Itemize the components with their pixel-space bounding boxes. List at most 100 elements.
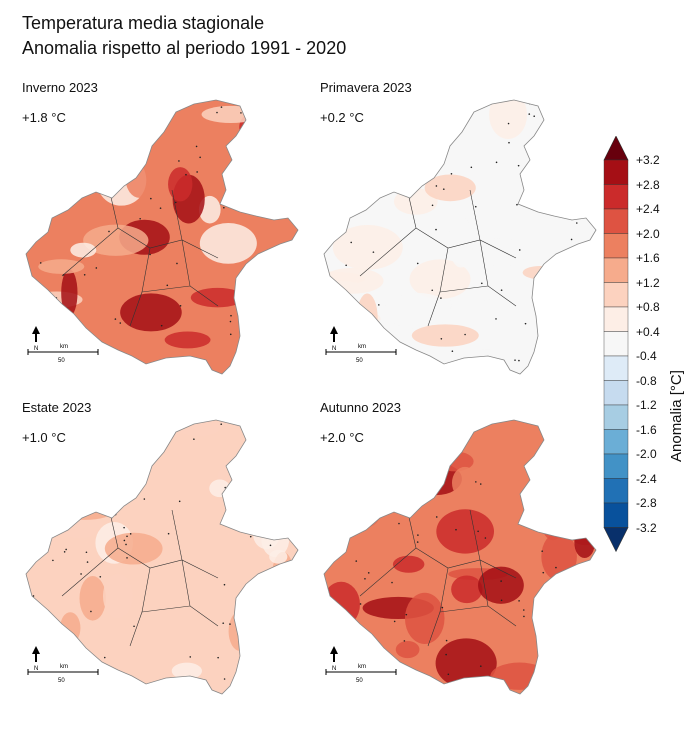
station-point	[223, 678, 226, 680]
anomaly-contour	[90, 475, 117, 507]
station-point	[63, 551, 66, 553]
station-point	[572, 142, 575, 145]
station-point	[549, 650, 552, 652]
station-point	[387, 455, 390, 457]
station-point	[293, 319, 295, 322]
station-point	[531, 679, 534, 682]
station-point	[166, 284, 169, 287]
station-point	[479, 665, 482, 667]
anomaly-contour	[176, 420, 221, 437]
anomaly-contour	[435, 638, 497, 689]
colorbar-tick-label: +0.4	[636, 324, 660, 339]
station-point	[524, 322, 527, 325]
scale-unit: km	[358, 344, 366, 350]
station-point	[486, 103, 489, 105]
station-point	[500, 289, 503, 291]
station-point	[523, 615, 525, 618]
station-point	[222, 622, 225, 624]
station-point	[125, 543, 127, 546]
station-point	[347, 168, 349, 171]
station-point	[431, 289, 434, 292]
anomaly-contour	[79, 576, 106, 621]
anomaly-contour	[332, 225, 403, 270]
anomaly-contour	[324, 267, 384, 294]
station-point	[369, 636, 371, 639]
province-border	[415, 547, 517, 579]
station-point	[352, 458, 355, 461]
anomaly-contour	[411, 324, 479, 347]
station-point	[72, 126, 74, 129]
scale-unit: km	[358, 664, 366, 670]
station-point	[528, 113, 531, 115]
colorbar-tick-label: +3.2	[636, 153, 660, 167]
scale-bar	[27, 349, 99, 355]
colorbar-tick-label: +1.6	[636, 251, 660, 265]
anomaly-contour	[490, 662, 549, 690]
colorbar-segment	[603, 331, 629, 357]
anomaly-contour	[104, 532, 163, 565]
scale-unit: km	[60, 664, 68, 670]
station-point	[441, 606, 444, 609]
station-point	[114, 318, 117, 320]
station-point	[554, 345, 556, 348]
station-point	[556, 663, 559, 665]
north-arrow-icon	[32, 326, 40, 342]
station-point	[230, 314, 232, 317]
colorbar-top-arrow	[603, 136, 629, 161]
scale-distance: 50	[356, 358, 363, 364]
station-point	[300, 119, 302, 121]
station-point	[65, 548, 67, 551]
station-point	[547, 619, 550, 622]
colorbar-segment	[603, 282, 629, 308]
station-point	[435, 516, 438, 518]
anomaly-label: +1.0 °C	[22, 430, 66, 445]
station-point	[484, 537, 487, 539]
station-point	[285, 464, 288, 466]
station-point	[98, 113, 101, 116]
station-point	[368, 679, 370, 681]
anomaly-contour	[541, 532, 577, 581]
station-point	[382, 109, 385, 112]
station-point	[32, 595, 35, 597]
station-point	[46, 336, 48, 339]
colorbar-segment	[603, 233, 629, 259]
station-point	[85, 551, 88, 554]
station-point	[143, 498, 146, 500]
anomaly-contour	[164, 331, 211, 349]
station-point	[59, 156, 62, 158]
scale-unit: km	[60, 344, 68, 350]
station-point	[39, 262, 42, 264]
station-point	[71, 196, 73, 199]
station-point	[567, 251, 569, 253]
station-point	[260, 686, 263, 688]
colorbar-segment	[603, 257, 629, 283]
station-point	[283, 635, 286, 637]
anomaly-contour	[400, 352, 428, 374]
station-point	[229, 333, 232, 336]
station-point	[518, 600, 520, 602]
anomaly-contour	[66, 117, 126, 148]
station-point	[592, 674, 595, 677]
anomaly-contour	[395, 640, 420, 659]
station-point	[359, 603, 362, 605]
anomaly-contour	[574, 527, 595, 559]
station-point	[487, 361, 489, 364]
anomaly-contour	[266, 646, 298, 660]
station-point	[442, 188, 445, 190]
colorbar-segment	[603, 453, 629, 479]
anomaly-contour	[56, 502, 113, 520]
station-point	[514, 359, 516, 361]
station-point	[336, 496, 339, 499]
anomaly-contour	[31, 672, 56, 693]
station-point	[337, 445, 340, 448]
station-point	[256, 184, 258, 186]
station-point	[555, 566, 557, 569]
chart-subtitle: Anomalia rispetto al periodo 1991 - 2020	[22, 38, 347, 58]
station-point	[86, 159, 89, 162]
station-point	[160, 324, 163, 327]
province-border	[61, 503, 119, 597]
station-point	[518, 359, 520, 362]
